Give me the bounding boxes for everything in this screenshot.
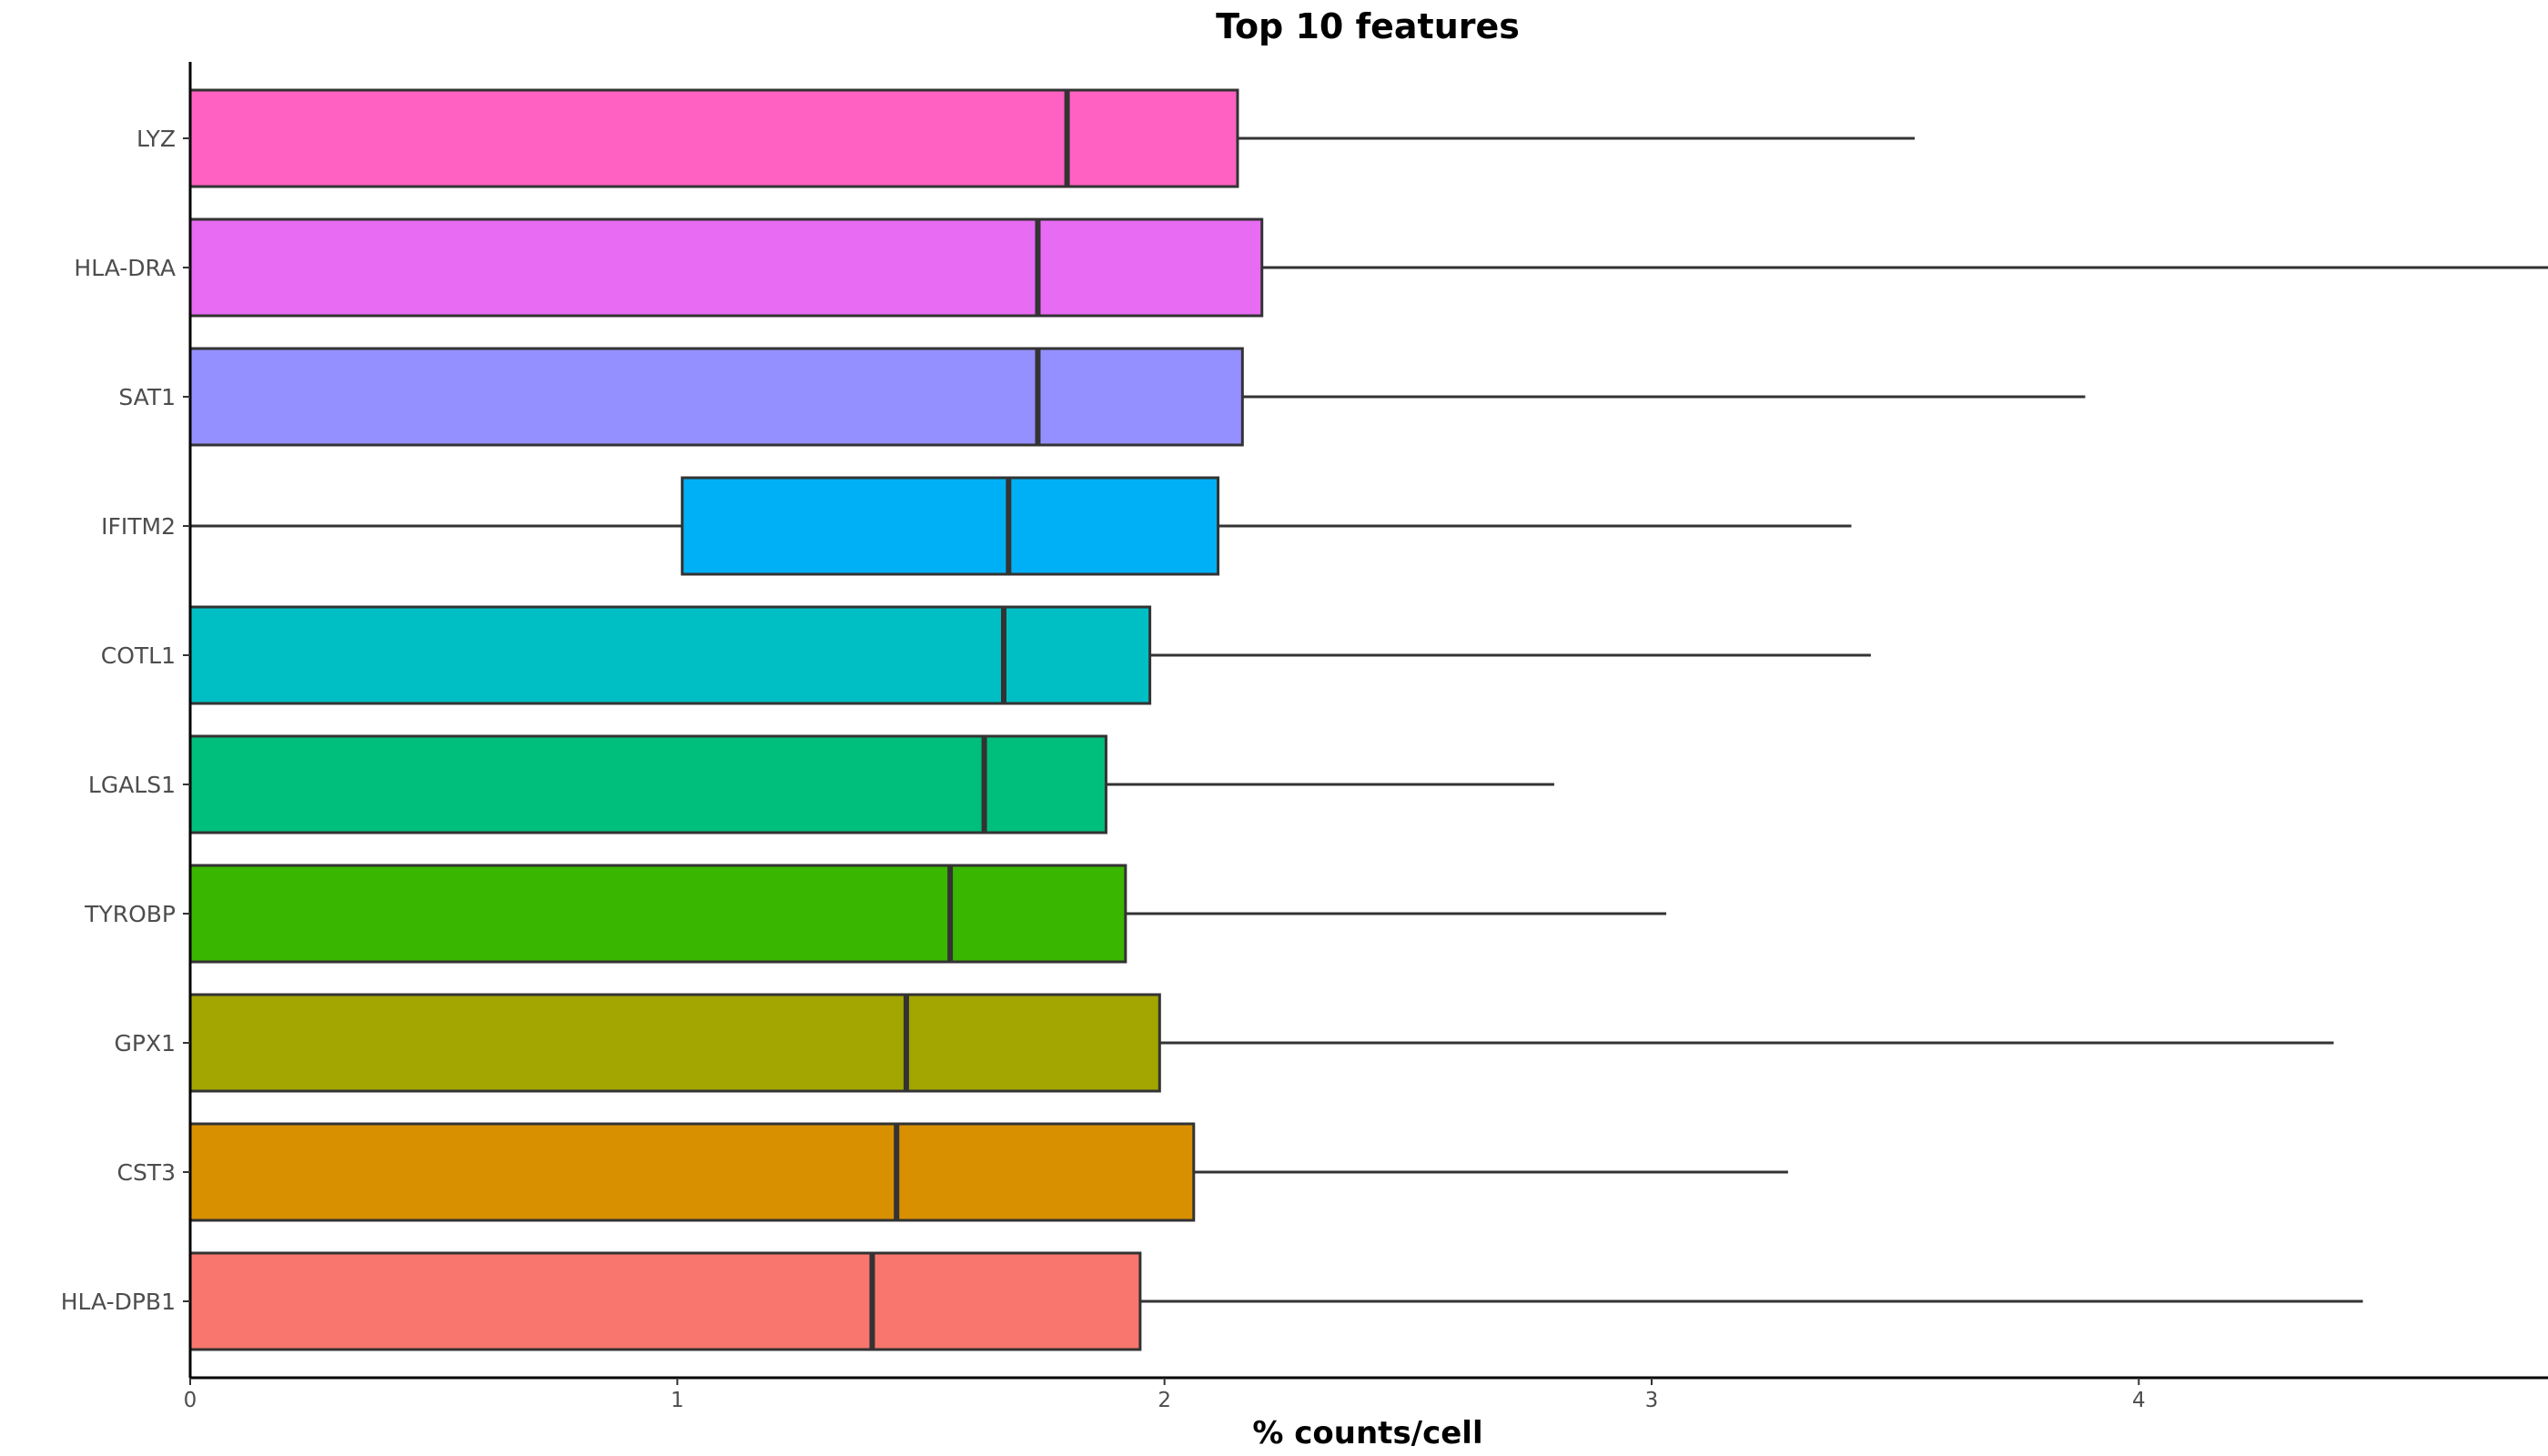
box-lgals1 bbox=[188, 734, 1107, 834]
y-tick-label: SAT1 bbox=[118, 384, 176, 410]
y-tick-label: HLA-DRA bbox=[74, 255, 176, 281]
x-tick-label: 0 bbox=[184, 1389, 197, 1412]
y-tick-label: HLA-DPB1 bbox=[61, 1289, 176, 1315]
y-tick-label: TYROBP bbox=[84, 901, 176, 927]
x-axis-ticks: 0 1 2 3 4 bbox=[184, 1378, 2146, 1412]
y-axis-ticks: LYZ HLA-DRA SAT1 IFITM2 COTL1 LGALS1 TYROBP GPX… bbox=[61, 126, 190, 1315]
box-cotl1 bbox=[188, 605, 1152, 705]
y-tick-label: LGALS1 bbox=[88, 772, 176, 798]
x-tick-label: 4 bbox=[2132, 1389, 2146, 1412]
box-gpx1 bbox=[188, 993, 1161, 1093]
box-ifitm2 bbox=[681, 476, 1220, 576]
y-tick-label: GPX1 bbox=[115, 1030, 176, 1057]
y-tick-label: COTL1 bbox=[101, 642, 176, 669]
x-tick-label: 3 bbox=[1645, 1389, 1659, 1412]
x-axis-label: % counts/cell bbox=[1252, 1415, 1482, 1451]
box-cst3 bbox=[188, 1122, 1196, 1222]
box-sat1 bbox=[188, 347, 1244, 447]
chart-title: Top 10 features bbox=[1216, 6, 1520, 46]
y-tick-label: CST3 bbox=[116, 1159, 176, 1186]
plot-area bbox=[188, 88, 2548, 1351]
box-hla-dpb1 bbox=[188, 1251, 1142, 1351]
y-tick-label: LYZ bbox=[136, 126, 176, 152]
box-tyrobp bbox=[188, 864, 1127, 964]
box-lyz bbox=[188, 88, 1239, 188]
x-tick-label: 2 bbox=[1158, 1389, 1171, 1412]
box-hla-dra bbox=[188, 217, 1264, 318]
y-tick-label: IFITM2 bbox=[101, 513, 176, 540]
x-tick-label: 1 bbox=[671, 1389, 684, 1412]
